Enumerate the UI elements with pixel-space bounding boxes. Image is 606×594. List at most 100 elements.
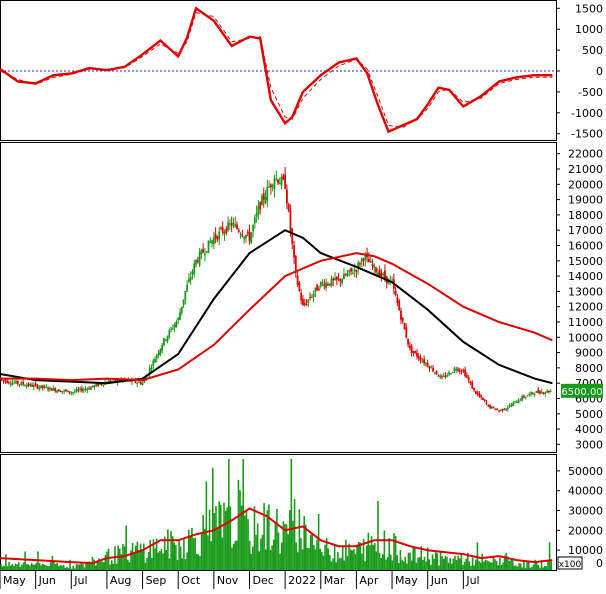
volume-bar <box>41 563 44 570</box>
volume-bar <box>210 541 212 570</box>
volume-bar <box>409 552 411 570</box>
candle-body <box>325 282 328 289</box>
volume-bar <box>330 561 333 570</box>
volume-bar <box>58 566 60 570</box>
volume-bar <box>83 567 86 570</box>
candle-body <box>234 224 237 227</box>
candle-body <box>13 382 16 384</box>
candle-body <box>220 227 222 229</box>
candle-body <box>225 228 228 233</box>
volume-bar <box>547 561 549 570</box>
volume-bar <box>35 562 38 570</box>
volume-bar <box>285 524 288 570</box>
volume-bar <box>428 559 431 570</box>
volume-bar <box>170 531 172 570</box>
volume-bar <box>13 565 15 570</box>
volume-bar <box>499 557 501 570</box>
volume-bar <box>154 548 156 570</box>
candle-body <box>200 250 203 255</box>
volume-bar <box>521 567 524 570</box>
volume-bar <box>476 542 479 570</box>
candle-body <box>202 249 205 253</box>
volume-bar <box>107 548 110 570</box>
volume-tick-label: 10000 <box>568 544 603 557</box>
volume-bar <box>33 564 36 570</box>
candle-body <box>539 391 541 394</box>
candle-body <box>357 262 360 270</box>
volume-bar <box>491 562 493 570</box>
candle-body <box>214 233 217 239</box>
volume-bar <box>341 545 344 570</box>
candle-body <box>82 389 85 391</box>
price-tick-label: 5000 <box>575 408 603 421</box>
volume-bar <box>399 550 402 570</box>
volume-bar <box>6 566 9 570</box>
candle-body <box>403 323 406 330</box>
candle-body <box>300 292 303 301</box>
volume-bar <box>9 565 12 570</box>
candle-body <box>330 278 333 287</box>
x-tick-label: May <box>395 574 418 587</box>
volume-bar <box>523 560 525 570</box>
x-tick-label: May <box>3 574 26 587</box>
candle-body <box>412 350 415 353</box>
volume-bar <box>325 538 328 570</box>
volume-bar <box>508 560 511 570</box>
volume-bar <box>545 566 548 570</box>
volume-bar <box>186 552 188 570</box>
volume-bar <box>462 564 464 570</box>
candle-body <box>268 186 270 188</box>
volume-bars <box>0 458 552 570</box>
volume-bar <box>296 552 299 570</box>
volume-bar <box>346 556 349 570</box>
candle-body <box>394 291 397 296</box>
candle-body <box>408 345 411 349</box>
volume-bar <box>431 554 434 570</box>
volume-bar <box>106 551 108 570</box>
candle-body <box>154 359 156 363</box>
candle-body <box>496 408 499 410</box>
candle-body <box>184 291 187 300</box>
candle-body <box>367 258 370 263</box>
volume-bar <box>93 559 95 570</box>
volume-bar <box>495 561 498 570</box>
candle-body <box>228 223 231 225</box>
volume-zero-label: 0 <box>596 557 603 570</box>
candle-body <box>501 408 504 411</box>
volume-bar <box>293 499 296 570</box>
volume-bar <box>311 534 314 570</box>
volume-bar <box>394 535 397 570</box>
candle-body <box>505 408 508 411</box>
candle-body <box>378 270 381 277</box>
x-tick-label: Jun <box>38 574 56 587</box>
candle-body <box>86 388 89 391</box>
volume-bar <box>17 562 20 570</box>
volume-bar <box>56 563 59 570</box>
volume-bar <box>244 515 246 570</box>
volume-tick-label: 30000 <box>568 505 603 518</box>
volume-bar <box>300 538 302 570</box>
candle-body <box>353 269 356 272</box>
volume-bar <box>221 537 224 570</box>
volume-bar <box>112 563 115 570</box>
volume-bar <box>109 564 111 570</box>
candle-body <box>318 288 320 290</box>
volume-unit-label: x100 <box>559 560 582 570</box>
volume-bar <box>361 553 363 570</box>
candle-body <box>93 385 96 388</box>
candle-body <box>444 375 447 378</box>
volume-bar <box>271 545 273 570</box>
volume-bar <box>319 548 322 570</box>
candle-body <box>204 253 206 256</box>
volume-bar <box>524 567 527 570</box>
volume-bar <box>478 561 480 570</box>
volume-bar <box>250 553 253 570</box>
volume-bar <box>386 557 389 570</box>
volume-bar <box>29 565 31 570</box>
volume-bar <box>426 547 429 570</box>
x-tick-label: Jul <box>73 574 87 587</box>
volume-bar <box>298 509 301 570</box>
volume-bar <box>191 527 193 570</box>
candle-body <box>332 278 335 280</box>
